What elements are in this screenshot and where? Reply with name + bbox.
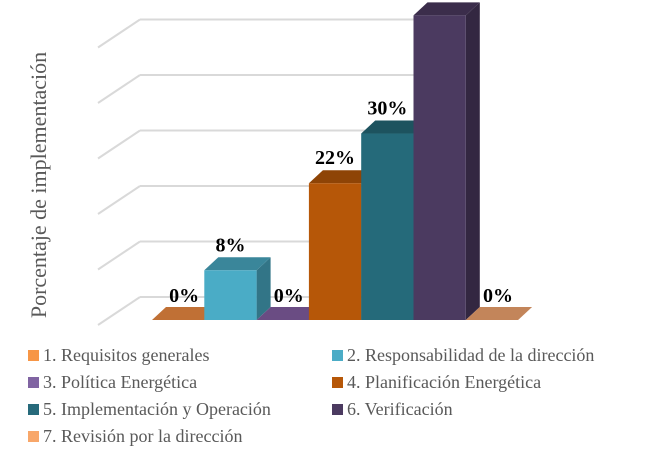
legend-swatch bbox=[28, 350, 39, 361]
bar-3 bbox=[256, 307, 323, 320]
bar-top bbox=[413, 2, 480, 16]
gridline-diagonal bbox=[97, 296, 141, 326]
chart-plot-area: 0% 8% 0% 22% 30% 49% 0% bbox=[97, 0, 533, 326]
legend-swatch bbox=[332, 377, 343, 388]
y-axis-title-box: Porcentaje de implementación bbox=[14, 40, 64, 330]
bar-top bbox=[308, 170, 376, 184]
bar-front bbox=[361, 133, 414, 320]
bar-floor bbox=[152, 307, 219, 320]
data-label: 0% bbox=[483, 285, 513, 307]
bar-front bbox=[413, 15, 466, 320]
legend-label: 4. Planificación Energética bbox=[347, 372, 542, 392]
gridline-diagonal bbox=[97, 129, 141, 160]
legend-label: 1. Requisitos generales bbox=[43, 345, 210, 365]
bar-top bbox=[204, 257, 271, 271]
legend-item: 4. Planificación Energética bbox=[332, 372, 541, 393]
bar-top bbox=[361, 120, 428, 134]
data-label: 0% bbox=[274, 285, 304, 307]
data-labels: 0% 8% 0% 22% 30% 49% 0% bbox=[169, 0, 513, 307]
legend-item: 1. Requisitos generales bbox=[28, 345, 209, 366]
data-label: 8% bbox=[215, 234, 245, 256]
bar-side bbox=[256, 257, 271, 320]
gridline-diagonal bbox=[97, 18, 141, 49]
legend-item: 2. Responsabilidad de la dirección bbox=[332, 345, 594, 366]
legend-label: 5. Implementación y Operación bbox=[43, 399, 271, 419]
gridline-diagonal bbox=[97, 185, 141, 215]
legend-item: 5. Implementación y Operación bbox=[28, 399, 271, 420]
bar-front bbox=[308, 183, 362, 320]
bar-7 bbox=[465, 307, 533, 320]
gridline-diagonal bbox=[97, 74, 141, 104]
data-label: 22% bbox=[315, 147, 355, 169]
legend-item: 3. Política Energética bbox=[28, 372, 197, 393]
gridline-diagonal bbox=[97, 240, 141, 271]
legend-item: 6. Verificación bbox=[332, 399, 453, 420]
bar-side bbox=[465, 2, 480, 321]
gridlines bbox=[97, 18, 462, 326]
data-label: 49% bbox=[420, 0, 460, 1]
legend-label: 6. Verificación bbox=[347, 399, 453, 419]
legend-item: 7. Revisión por la dirección bbox=[28, 426, 242, 447]
data-label: 0% bbox=[169, 285, 199, 307]
legend-label: 2. Responsabilidad de la dirección bbox=[347, 345, 595, 365]
bar-1 bbox=[152, 307, 219, 320]
legend-label: 7. Revisión por la dirección bbox=[43, 426, 243, 446]
bar-2 bbox=[204, 257, 271, 320]
bar-front bbox=[204, 270, 257, 320]
legend-swatch bbox=[332, 350, 343, 361]
bar-6 bbox=[413, 2, 480, 321]
y-axis-title: Porcentaje de implementación bbox=[26, 51, 51, 319]
legend-swatch bbox=[28, 377, 39, 388]
data-label: 30% bbox=[367, 98, 407, 120]
legend-swatch bbox=[28, 404, 39, 415]
legend-label: 3. Política Energética bbox=[43, 372, 198, 392]
legend-swatch bbox=[28, 431, 39, 442]
legend-swatch bbox=[332, 404, 343, 415]
bars bbox=[152, 2, 533, 321]
bar-floor bbox=[256, 307, 323, 320]
bar-floor bbox=[465, 307, 533, 320]
